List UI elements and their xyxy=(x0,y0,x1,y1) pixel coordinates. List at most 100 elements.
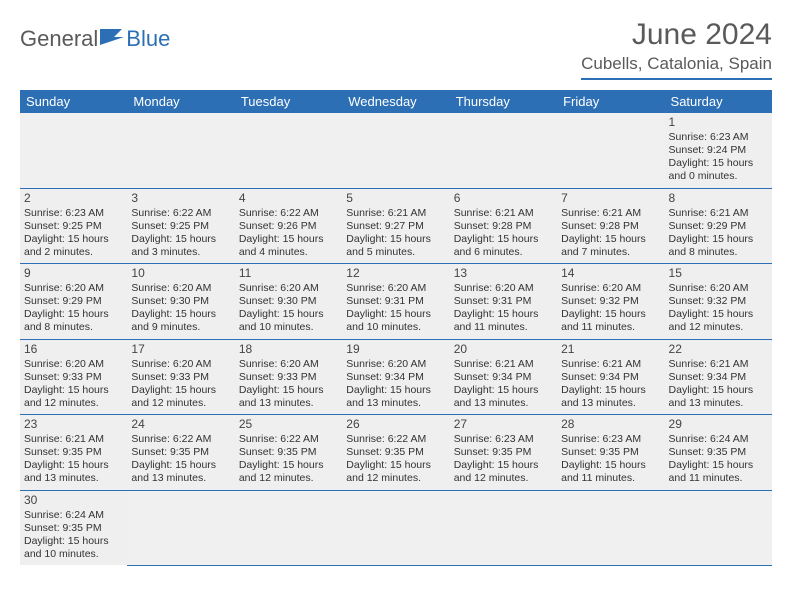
day-cell: 7Sunrise: 6:21 AMSunset: 9:28 PMDaylight… xyxy=(557,188,664,264)
day-number: 1 xyxy=(669,115,768,130)
day-header: Monday xyxy=(127,90,234,113)
day-cell: 1Sunrise: 6:23 AMSunset: 9:24 PMDaylight… xyxy=(665,113,772,188)
day-info: Sunrise: 6:23 AMSunset: 9:25 PMDaylight:… xyxy=(24,207,123,260)
day-header: Friday xyxy=(557,90,664,113)
day-info: Sunrise: 6:20 AMSunset: 9:33 PMDaylight:… xyxy=(239,358,338,411)
day-info: Sunrise: 6:23 AMSunset: 9:35 PMDaylight:… xyxy=(561,433,660,486)
day-cell: 23Sunrise: 6:21 AMSunset: 9:35 PMDayligh… xyxy=(20,415,127,491)
week-row: 16Sunrise: 6:20 AMSunset: 9:33 PMDayligh… xyxy=(20,339,772,415)
header: General Blue June 2024 Cubells, Cataloni… xyxy=(20,18,772,80)
week-row: 30Sunrise: 6:24 AMSunset: 9:35 PMDayligh… xyxy=(20,490,772,565)
day-info: Sunrise: 6:24 AMSunset: 9:35 PMDaylight:… xyxy=(24,509,123,562)
day-cell: 15Sunrise: 6:20 AMSunset: 9:32 PMDayligh… xyxy=(665,264,772,340)
day-info: Sunrise: 6:20 AMSunset: 9:29 PMDaylight:… xyxy=(24,282,123,335)
day-info: Sunrise: 6:21 AMSunset: 9:29 PMDaylight:… xyxy=(669,207,768,260)
day-number: 16 xyxy=(24,342,123,357)
day-info: Sunrise: 6:20 AMSunset: 9:31 PMDaylight:… xyxy=(454,282,553,335)
day-number: 8 xyxy=(669,191,768,206)
empty-cell xyxy=(557,113,664,188)
empty-cell xyxy=(127,490,234,565)
day-number: 19 xyxy=(346,342,445,357)
day-cell: 11Sunrise: 6:20 AMSunset: 9:30 PMDayligh… xyxy=(235,264,342,340)
day-cell: 30Sunrise: 6:24 AMSunset: 9:35 PMDayligh… xyxy=(20,490,127,565)
day-cell: 13Sunrise: 6:20 AMSunset: 9:31 PMDayligh… xyxy=(450,264,557,340)
day-info: Sunrise: 6:23 AMSunset: 9:35 PMDaylight:… xyxy=(454,433,553,486)
day-number: 20 xyxy=(454,342,553,357)
day-cell: 19Sunrise: 6:20 AMSunset: 9:34 PMDayligh… xyxy=(342,339,449,415)
day-cell: 5Sunrise: 6:21 AMSunset: 9:27 PMDaylight… xyxy=(342,188,449,264)
day-number: 23 xyxy=(24,417,123,432)
title-block: June 2024 Cubells, Catalonia, Spain xyxy=(581,18,772,80)
day-info: Sunrise: 6:21 AMSunset: 9:34 PMDaylight:… xyxy=(561,358,660,411)
day-cell: 18Sunrise: 6:20 AMSunset: 9:33 PMDayligh… xyxy=(235,339,342,415)
day-header: Tuesday xyxy=(235,90,342,113)
day-header: Saturday xyxy=(665,90,772,113)
week-row: 1Sunrise: 6:23 AMSunset: 9:24 PMDaylight… xyxy=(20,113,772,188)
empty-cell xyxy=(342,490,449,565)
day-cell: 6Sunrise: 6:21 AMSunset: 9:28 PMDaylight… xyxy=(450,188,557,264)
week-row: 2Sunrise: 6:23 AMSunset: 9:25 PMDaylight… xyxy=(20,188,772,264)
brand-part1: General xyxy=(20,26,98,52)
day-number: 6 xyxy=(454,191,553,206)
day-info: Sunrise: 6:20 AMSunset: 9:33 PMDaylight:… xyxy=(24,358,123,411)
brand-part2: Blue xyxy=(126,26,170,52)
day-info: Sunrise: 6:20 AMSunset: 9:30 PMDaylight:… xyxy=(131,282,230,335)
day-info: Sunrise: 6:20 AMSunset: 9:31 PMDaylight:… xyxy=(346,282,445,335)
day-cell: 14Sunrise: 6:20 AMSunset: 9:32 PMDayligh… xyxy=(557,264,664,340)
day-number: 12 xyxy=(346,266,445,281)
day-number: 13 xyxy=(454,266,553,281)
day-info: Sunrise: 6:22 AMSunset: 9:26 PMDaylight:… xyxy=(239,207,338,260)
day-cell: 24Sunrise: 6:22 AMSunset: 9:35 PMDayligh… xyxy=(127,415,234,491)
day-cell: 21Sunrise: 6:21 AMSunset: 9:34 PMDayligh… xyxy=(557,339,664,415)
day-info: Sunrise: 6:20 AMSunset: 9:34 PMDaylight:… xyxy=(346,358,445,411)
day-number: 7 xyxy=(561,191,660,206)
day-cell: 28Sunrise: 6:23 AMSunset: 9:35 PMDayligh… xyxy=(557,415,664,491)
day-number: 15 xyxy=(669,266,768,281)
day-number: 4 xyxy=(239,191,338,206)
day-header: Thursday xyxy=(450,90,557,113)
day-header: Wednesday xyxy=(342,90,449,113)
day-header-row: SundayMondayTuesdayWednesdayThursdayFrid… xyxy=(20,90,772,113)
day-cell: 2Sunrise: 6:23 AMSunset: 9:25 PMDaylight… xyxy=(20,188,127,264)
day-cell: 17Sunrise: 6:20 AMSunset: 9:33 PMDayligh… xyxy=(127,339,234,415)
day-cell: 8Sunrise: 6:21 AMSunset: 9:29 PMDaylight… xyxy=(665,188,772,264)
day-info: Sunrise: 6:21 AMSunset: 9:34 PMDaylight:… xyxy=(454,358,553,411)
day-number: 9 xyxy=(24,266,123,281)
day-cell: 4Sunrise: 6:22 AMSunset: 9:26 PMDaylight… xyxy=(235,188,342,264)
day-info: Sunrise: 6:20 AMSunset: 9:30 PMDaylight:… xyxy=(239,282,338,335)
week-row: 9Sunrise: 6:20 AMSunset: 9:29 PMDaylight… xyxy=(20,264,772,340)
day-cell: 22Sunrise: 6:21 AMSunset: 9:34 PMDayligh… xyxy=(665,339,772,415)
day-info: Sunrise: 6:21 AMSunset: 9:34 PMDaylight:… xyxy=(669,358,768,411)
day-info: Sunrise: 6:23 AMSunset: 9:24 PMDaylight:… xyxy=(669,131,768,184)
day-info: Sunrise: 6:22 AMSunset: 9:35 PMDaylight:… xyxy=(239,433,338,486)
empty-cell xyxy=(665,490,772,565)
day-info: Sunrise: 6:21 AMSunset: 9:35 PMDaylight:… xyxy=(24,433,123,486)
day-info: Sunrise: 6:22 AMSunset: 9:35 PMDaylight:… xyxy=(131,433,230,486)
day-number: 26 xyxy=(346,417,445,432)
day-info: Sunrise: 6:22 AMSunset: 9:35 PMDaylight:… xyxy=(346,433,445,486)
day-number: 10 xyxy=(131,266,230,281)
day-cell: 9Sunrise: 6:20 AMSunset: 9:29 PMDaylight… xyxy=(20,264,127,340)
day-cell: 3Sunrise: 6:22 AMSunset: 9:25 PMDaylight… xyxy=(127,188,234,264)
day-cell: 10Sunrise: 6:20 AMSunset: 9:30 PMDayligh… xyxy=(127,264,234,340)
empty-cell xyxy=(20,113,127,188)
day-number: 29 xyxy=(669,417,768,432)
day-info: Sunrise: 6:20 AMSunset: 9:32 PMDaylight:… xyxy=(561,282,660,335)
empty-cell xyxy=(450,113,557,188)
day-info: Sunrise: 6:20 AMSunset: 9:32 PMDaylight:… xyxy=(669,282,768,335)
empty-cell xyxy=(557,490,664,565)
day-number: 24 xyxy=(131,417,230,432)
day-number: 11 xyxy=(239,266,338,281)
day-cell: 16Sunrise: 6:20 AMSunset: 9:33 PMDayligh… xyxy=(20,339,127,415)
empty-cell xyxy=(342,113,449,188)
day-info: Sunrise: 6:22 AMSunset: 9:25 PMDaylight:… xyxy=(131,207,230,260)
empty-cell xyxy=(450,490,557,565)
day-number: 14 xyxy=(561,266,660,281)
day-info: Sunrise: 6:21 AMSunset: 9:28 PMDaylight:… xyxy=(454,207,553,260)
day-number: 2 xyxy=(24,191,123,206)
empty-cell xyxy=(235,113,342,188)
day-cell: 20Sunrise: 6:21 AMSunset: 9:34 PMDayligh… xyxy=(450,339,557,415)
day-info: Sunrise: 6:21 AMSunset: 9:28 PMDaylight:… xyxy=(561,207,660,260)
day-cell: 26Sunrise: 6:22 AMSunset: 9:35 PMDayligh… xyxy=(342,415,449,491)
day-number: 30 xyxy=(24,493,123,508)
